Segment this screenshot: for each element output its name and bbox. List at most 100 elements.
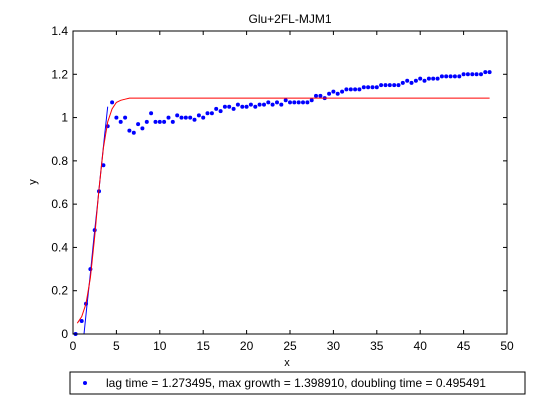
data-point bbox=[340, 89, 345, 94]
chart-title: Glu+2FL-MJM1 bbox=[248, 12, 331, 26]
data-point bbox=[235, 102, 240, 107]
data-point bbox=[296, 100, 301, 105]
data-point bbox=[118, 119, 123, 124]
data-point bbox=[335, 91, 340, 96]
data-point bbox=[448, 74, 453, 79]
data-point bbox=[392, 83, 397, 88]
data-point bbox=[479, 72, 483, 77]
y-tick-label: 0.6 bbox=[51, 197, 68, 211]
x-tick-label: 15 bbox=[197, 339, 211, 353]
y-tick-label: 1 bbox=[61, 111, 68, 125]
data-point bbox=[209, 111, 214, 116]
y-tick-label: 0.2 bbox=[51, 284, 68, 298]
data-point bbox=[314, 93, 318, 98]
data-point bbox=[266, 100, 271, 105]
data-point bbox=[136, 122, 141, 127]
data-point bbox=[405, 78, 410, 83]
fit-curve-line bbox=[76, 97, 490, 324]
data-point bbox=[170, 119, 175, 124]
data-point bbox=[418, 76, 423, 81]
data-point bbox=[327, 91, 332, 96]
data-point bbox=[374, 85, 379, 90]
data-point bbox=[426, 76, 431, 81]
data-point bbox=[153, 119, 158, 124]
x-tick-label: 20 bbox=[240, 339, 254, 353]
data-point bbox=[218, 109, 223, 114]
x-tick-label: 10 bbox=[153, 339, 167, 353]
data-point bbox=[131, 130, 136, 135]
x-tick-label: 25 bbox=[283, 339, 297, 353]
data-point bbox=[157, 119, 162, 124]
x-tick-label: 5 bbox=[113, 339, 120, 353]
data-point bbox=[353, 87, 358, 92]
data-point bbox=[422, 78, 427, 83]
data-point bbox=[331, 89, 336, 94]
data-point bbox=[201, 115, 206, 120]
legend-marker bbox=[83, 381, 87, 385]
x-tick-label: 30 bbox=[327, 339, 341, 353]
data-point bbox=[444, 74, 449, 79]
data-point bbox=[114, 115, 119, 120]
data-point bbox=[483, 70, 488, 75]
data-point bbox=[275, 100, 279, 105]
data-point bbox=[344, 87, 349, 92]
legend-label: lag time = 1.273495, max growth = 1.3989… bbox=[106, 376, 486, 390]
data-point bbox=[318, 93, 323, 98]
y-tick-label: 0.8 bbox=[51, 154, 68, 168]
data-point bbox=[309, 98, 314, 103]
plot-area bbox=[73, 31, 507, 334]
y-tick-label: 1.4 bbox=[51, 24, 68, 38]
data-point bbox=[196, 113, 201, 118]
data-point bbox=[461, 72, 466, 77]
data-point bbox=[413, 78, 418, 83]
data-point bbox=[149, 111, 154, 116]
data-point bbox=[262, 102, 266, 107]
data-point bbox=[144, 119, 149, 124]
data-point bbox=[409, 80, 414, 85]
data-point bbox=[222, 104, 227, 109]
data-point bbox=[387, 83, 392, 88]
data-point bbox=[214, 106, 219, 111]
data-point bbox=[79, 319, 84, 323]
data-point bbox=[383, 83, 388, 88]
data-point bbox=[305, 100, 310, 105]
data-point bbox=[301, 100, 305, 105]
data-point bbox=[283, 98, 288, 103]
axis-layer: 0 5 10 15 20 25 30 35 40 45 50 0 0.2 0.4 0.6 0.8 1 1.2 1.4 bbox=[51, 24, 514, 353]
data-point bbox=[379, 83, 384, 88]
data-point bbox=[370, 85, 375, 90]
data-point bbox=[231, 106, 236, 111]
data-point bbox=[366, 85, 371, 90]
data-point bbox=[244, 104, 249, 109]
x-tick-label: 40 bbox=[414, 339, 428, 353]
data-point bbox=[435, 76, 440, 81]
data-point bbox=[166, 115, 171, 120]
data-point bbox=[357, 87, 362, 92]
data-point bbox=[487, 70, 492, 75]
data-point bbox=[431, 76, 436, 81]
data-point bbox=[188, 115, 193, 120]
data-point bbox=[110, 100, 115, 105]
x-tick-label: 0 bbox=[70, 339, 77, 353]
x-axis-label: x bbox=[284, 357, 290, 369]
y-axis-label: y bbox=[27, 179, 39, 185]
x-tick-label: 50 bbox=[500, 339, 514, 353]
data-point bbox=[192, 117, 197, 122]
data-point bbox=[123, 115, 128, 120]
data-point bbox=[140, 126, 145, 131]
data-point bbox=[457, 74, 462, 79]
data-point bbox=[279, 102, 284, 107]
data-point bbox=[465, 72, 470, 77]
data-point bbox=[257, 102, 262, 107]
data-point bbox=[470, 72, 475, 77]
data-point bbox=[270, 102, 275, 107]
series-layer bbox=[73, 70, 492, 336]
legend: lag time = 1.273495, max growth = 1.3989… bbox=[69, 371, 526, 395]
x-tick-label: 45 bbox=[457, 339, 471, 353]
data-point bbox=[474, 72, 479, 77]
data-point bbox=[227, 104, 232, 109]
legend-box bbox=[69, 371, 526, 395]
data-point bbox=[205, 111, 210, 116]
data-point bbox=[452, 74, 457, 79]
